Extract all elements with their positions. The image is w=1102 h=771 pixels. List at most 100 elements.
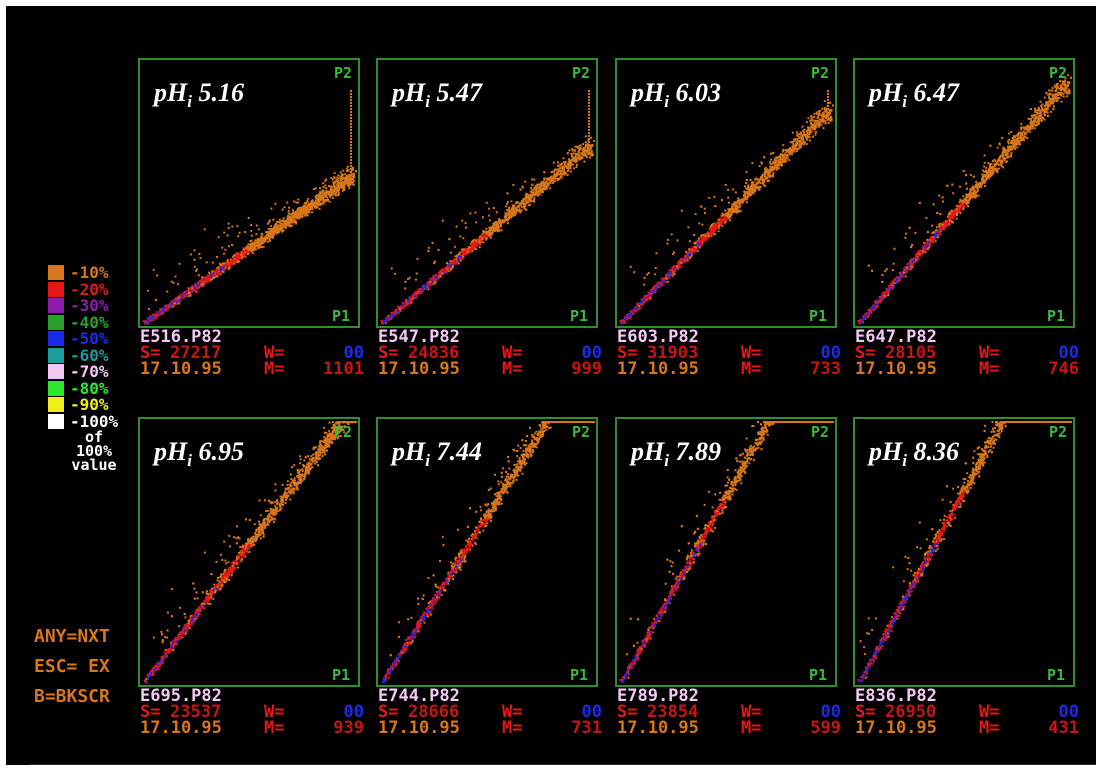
scatter-point — [578, 158, 581, 161]
scatter-point — [566, 174, 569, 177]
scatter-point — [262, 245, 265, 248]
scatter-point — [759, 182, 762, 185]
scatter-point — [350, 178, 353, 181]
panel-title-value: 5.16 — [191, 78, 244, 107]
scatter-point — [532, 191, 535, 194]
scatter-point — [308, 202, 311, 205]
scatter-point — [350, 105, 352, 107]
scatter-point — [799, 144, 802, 147]
scatter-point — [591, 154, 594, 157]
scatter-point — [149, 317, 152, 320]
scatter-point — [655, 283, 658, 286]
scatter-point — [350, 108, 352, 110]
scatter-point — [211, 278, 213, 281]
scatter-point — [175, 299, 178, 302]
scatter-point — [270, 229, 272, 232]
scatter-point — [587, 153, 590, 156]
scatter-point — [636, 309, 639, 311]
scatter-point — [493, 222, 496, 224]
scatter-point — [325, 199, 328, 202]
legend-swatch — [48, 314, 64, 330]
scatter-point — [326, 190, 329, 193]
scatter-point — [238, 260, 241, 263]
scatter-point — [281, 223, 284, 225]
scatter-point — [522, 198, 525, 200]
scatter-point — [775, 156, 778, 159]
scatter-point — [326, 196, 329, 199]
scatter-point — [457, 256, 460, 259]
scatter-point — [557, 168, 560, 171]
panel-title-value: 5.47 — [429, 78, 482, 107]
scatter-point — [517, 202, 520, 205]
scatter-point — [808, 136, 811, 139]
legend-label: -70% — [70, 362, 109, 381]
scatter-point — [798, 144, 801, 147]
scatter-point — [181, 296, 184, 298]
scatter-point — [540, 183, 542, 186]
scatter-point — [451, 263, 454, 266]
scatter-point — [588, 156, 591, 159]
scatter-point — [574, 156, 577, 159]
scatter-point — [531, 191, 534, 194]
scatter-point — [255, 241, 258, 244]
scatter-point — [497, 224, 500, 226]
scatter-point — [508, 211, 511, 214]
scatter-point — [415, 295, 418, 298]
scatter-point — [712, 225, 715, 228]
scatter-point — [411, 297, 414, 300]
scatter-point — [758, 187, 761, 190]
scatter-point — [259, 238, 262, 241]
scatter-point — [380, 320, 383, 323]
scatter-point — [283, 206, 286, 209]
legend-label: -20% — [70, 279, 109, 299]
scatter-point — [533, 178, 536, 181]
scatter-point — [305, 201, 308, 204]
scatter-point — [307, 207, 310, 209]
scatter-point — [384, 320, 387, 323]
scatter-point — [734, 191, 737, 194]
scatter-point — [807, 126, 809, 129]
scatter-point — [755, 177, 758, 180]
scatter-point — [180, 293, 183, 296]
scatter-point — [533, 197, 536, 200]
scatter-point — [503, 220, 506, 223]
scatter-point — [204, 276, 206, 279]
scatter-point — [769, 168, 772, 171]
scatter-point — [449, 260, 452, 263]
scatter-point — [328, 191, 331, 194]
scatter-point — [701, 240, 703, 243]
scatter-point — [272, 230, 275, 233]
scatter-point — [575, 163, 578, 166]
scatter-point — [395, 311, 398, 314]
scatter-point — [222, 262, 224, 265]
scatter-point — [351, 177, 354, 180]
scatter-point — [703, 207, 706, 210]
legend-swatch — [48, 347, 64, 363]
scatter-point — [153, 314, 156, 317]
scatter-point — [311, 211, 314, 214]
scatter-point — [682, 260, 685, 263]
scatter-point — [512, 206, 515, 209]
scatter-point — [764, 168, 767, 171]
scatter-point — [538, 183, 541, 186]
scatter-point — [328, 190, 331, 193]
scatter-point — [690, 255, 693, 258]
scatter-point — [695, 242, 698, 245]
scatter-point — [299, 206, 302, 209]
scatter-point — [759, 186, 762, 188]
scatter-point — [350, 93, 352, 95]
scatter-point — [250, 223, 253, 226]
scatter-point — [309, 207, 312, 210]
scatter-point — [766, 168, 768, 171]
scatter-point — [449, 268, 452, 271]
scatter-point — [289, 225, 292, 228]
scatter-point — [822, 127, 825, 130]
scatter-point — [796, 134, 799, 137]
scatter-point — [542, 181, 545, 184]
scatter-point — [294, 216, 297, 219]
scatter-point — [721, 212, 724, 215]
scatter-point — [588, 148, 591, 151]
scatter-point — [314, 187, 317, 190]
scatter-point — [225, 262, 228, 264]
scatter-point — [519, 202, 522, 205]
